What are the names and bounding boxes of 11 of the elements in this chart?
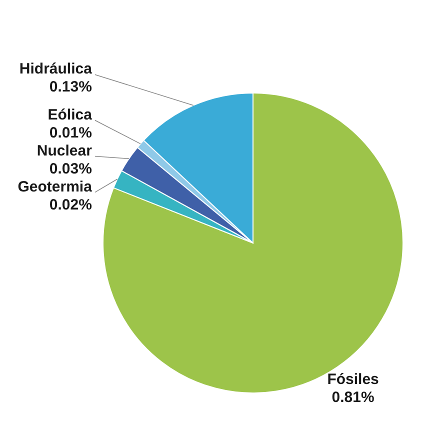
slice-label: Geotermia — [18, 178, 93, 196]
slice-label: Fósiles — [327, 371, 379, 388]
data-label: 0.01% — [49, 124, 92, 142]
slice-label: Nuclear — [36, 142, 92, 160]
slice-label: Hidráulica — [19, 60, 93, 78]
data-label: 0.81% — [332, 389, 374, 406]
pie-slice — [102, 92, 404, 394]
data-label: 0.02% — [49, 196, 92, 214]
data-label: 0.03% — [49, 160, 92, 178]
data-label: 0.13% — [49, 78, 92, 96]
slice-label: Eólica — [48, 106, 93, 124]
